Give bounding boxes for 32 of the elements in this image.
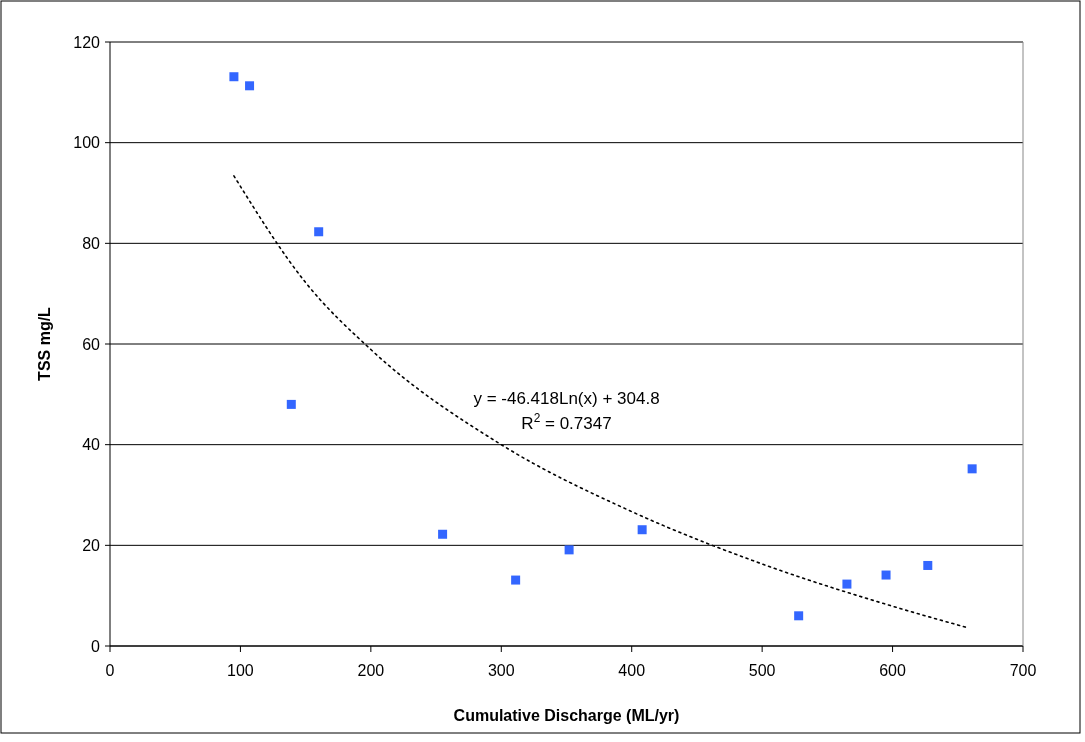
annotation: y = -46.418Ln(x) + 304.8 — [473, 389, 660, 409]
x-tick-label: 0 — [105, 662, 115, 679]
y-tick-label: 20 — [82, 536, 101, 554]
y-tick-label: 100 — [73, 134, 101, 152]
x-tick-label: 300 — [487, 662, 515, 679]
point — [967, 464, 977, 474]
annotation: R$^{2}$ = 0.7347 — [521, 411, 612, 434]
x-tick-label: 600 — [879, 662, 907, 679]
point — [286, 399, 296, 409]
point — [245, 81, 255, 91]
y-tick-label: 60 — [82, 335, 101, 353]
point — [881, 570, 891, 580]
point — [438, 529, 448, 539]
y-tick-label: 40 — [82, 436, 101, 454]
x-axis-title: Cumulative Discharge (ML/yr) — [453, 707, 680, 724]
x-tick-label: 100 — [227, 662, 254, 679]
point — [511, 575, 521, 585]
point — [794, 611, 804, 621]
y-tick-label: 120 — [73, 33, 101, 51]
point — [564, 545, 574, 555]
point — [842, 579, 852, 589]
y-tick-label: 80 — [82, 234, 101, 252]
y-axis-title: TSS mg/L — [36, 306, 53, 381]
point — [637, 525, 647, 535]
y-tick-label: 0 — [91, 637, 101, 655]
point — [314, 227, 324, 237]
x-tick-label: 500 — [748, 662, 776, 679]
x-tick-label: 400 — [618, 662, 646, 679]
point — [229, 72, 239, 82]
x-tick-label: 200 — [357, 662, 385, 679]
x-tick-label: 700 — [1009, 662, 1037, 679]
point — [923, 560, 933, 570]
